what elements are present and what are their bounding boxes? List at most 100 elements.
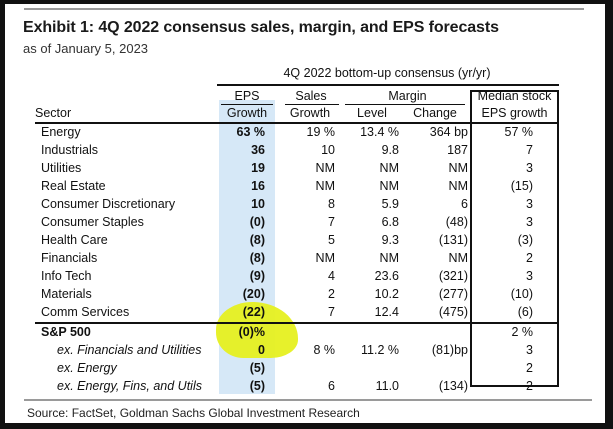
median-eps-growth: 3 [526,215,533,229]
eps-growth: (20) [242,287,265,301]
header-level: Level [357,106,387,120]
median-eps-growth: 2 [526,251,533,265]
table-row: Info Tech (9) 4 23.6 (321) 3 [5,269,605,287]
exhibit-frame: Exhibit 1: 4Q 2022 consensus sales, marg… [5,4,605,423]
table-row: Utilities 19 NM NM NM 3 [5,161,605,179]
header-sector: Sector [35,106,72,120]
margin-change: (81)bp [431,343,468,357]
exhibit-subtitle: as of January 5, 2023 [23,41,149,56]
header-eps-bottom: Growth [226,106,268,120]
eps-underline [221,104,273,105]
eps-growth: (8) [249,251,265,265]
margin-level: 11.0 [375,379,399,393]
sales-growth: NM [315,161,335,175]
summary-name: S&P 500 [41,325,91,339]
sector-name: Consumer Discretionary [41,197,176,211]
margin-change: 187 [447,143,468,157]
summary-row: ex. Financials and Utilities 0 8 % 11.2 … [5,343,605,361]
margin-underline [345,104,465,105]
sector-name: Health Care [41,233,108,247]
median-eps-growth: 57 % [504,125,534,139]
margin-level: 9.8 [381,143,399,157]
table-row: Materials (20) 2 10.2 (277) (10) [5,287,605,305]
margin-level: NM [379,161,399,175]
margin-level: 9.3 [381,233,399,247]
header-median-bottom: EPS growth [481,106,548,120]
median-eps-growth: 2 [526,379,533,393]
median-eps-growth: 3 [526,343,533,357]
margin-level: 23.6 [374,269,399,283]
eps-growth: 19 [251,161,265,175]
sector-name: Energy [41,125,81,139]
margin-change: (48) [445,215,468,229]
summary-rule [35,322,559,324]
header-median-top: Median stock [477,89,552,103]
margin-change: 6 [461,197,468,211]
sector-name: Materials [41,287,92,301]
sales-growth: 2 [328,287,335,301]
table-row: Health Care (8) 5 9.3 (131) (3) [5,233,605,251]
sales-growth: 4 [328,269,335,283]
eps-growth: 16 [251,179,265,193]
eps-growth: 10 [251,197,265,211]
sector-name: Industrials [41,143,98,157]
margin-change: NM [448,179,468,193]
eps-growth: (0)% [238,325,265,339]
margin-level: 6.8 [381,215,399,229]
margin-change: (134) [438,379,468,393]
sector-name: Comm Services [41,305,130,319]
table-row: Industrials 36 10 9.8 187 7 [5,143,605,161]
eps-growth: (0) [249,215,265,229]
sector-name: Consumer Staples [41,215,144,229]
median-eps-growth: (15) [510,179,533,193]
sector-name: Real Estate [41,179,106,193]
table-row: Comm Services (22) 7 12.4 (475) (6) [5,305,605,323]
summary-row: S&P 500 (0)% 2 % [5,325,605,343]
table-row: Real Estate 16 NM NM NM (15) [5,179,605,197]
margin-level: 5.9 [381,197,399,211]
margin-change: NM [448,251,468,265]
median-eps-growth: 2 % [511,325,533,339]
margin-change: (131) [438,233,468,247]
summary-row: ex. Energy, Fins, and Utils (5) 6 11.0 (… [5,379,605,397]
header-eps-top: EPS [234,89,260,103]
header-margin-top: Margin [388,89,427,103]
margin-level: 11.2 % [361,343,399,357]
group-header: 4Q 2022 bottom-up consensus (yr/yr) [283,66,491,80]
median-eps-growth: (6) [517,305,533,319]
summary-name: ex. Financials and Utilities [57,343,202,357]
sales-growth: NM [315,251,335,265]
eps-growth: 63 % [236,125,266,139]
exhibit-title: Exhibit 1: 4Q 2022 consensus sales, marg… [23,19,499,36]
table-row: Energy 63 % 19 % 13.4 % 364 bp 57 % [5,125,605,143]
sales-growth: 8 [328,197,335,211]
margin-level: 13.4 % [360,125,399,139]
sector-name: Financials [41,251,98,265]
sales-growth: 5 [328,233,335,247]
summary-row: ex. Energy (5) 2 [5,361,605,379]
summary-name: ex. Energy [57,361,117,375]
sales-growth: 7 [328,305,335,319]
header-change: Change [413,106,457,120]
eps-growth: (22) [242,305,265,319]
margin-change: (321) [438,269,468,283]
eps-growth: (5) [249,379,265,393]
group-header-rule [217,84,559,86]
median-eps-growth: 3 [526,197,533,211]
eps-growth: 0 [258,343,265,357]
median-eps-growth: 3 [526,269,533,283]
median-eps-growth: 3 [526,161,533,175]
sales-growth: 19 % [306,125,336,139]
sales-growth: 10 [321,143,335,157]
margin-change: (475) [438,305,468,319]
header-sales-bottom: Growth [289,106,331,120]
margin-change: NM [448,161,468,175]
bottom-divider [24,399,592,401]
median-eps-growth: 2 [526,361,533,375]
median-eps-growth: 7 [526,143,533,157]
median-eps-growth: (10) [510,287,533,301]
sector-name: Utilities [41,161,82,175]
margin-change: (277) [438,287,468,301]
margin-level: 12.4 [374,305,399,319]
sales-underline [285,104,339,105]
